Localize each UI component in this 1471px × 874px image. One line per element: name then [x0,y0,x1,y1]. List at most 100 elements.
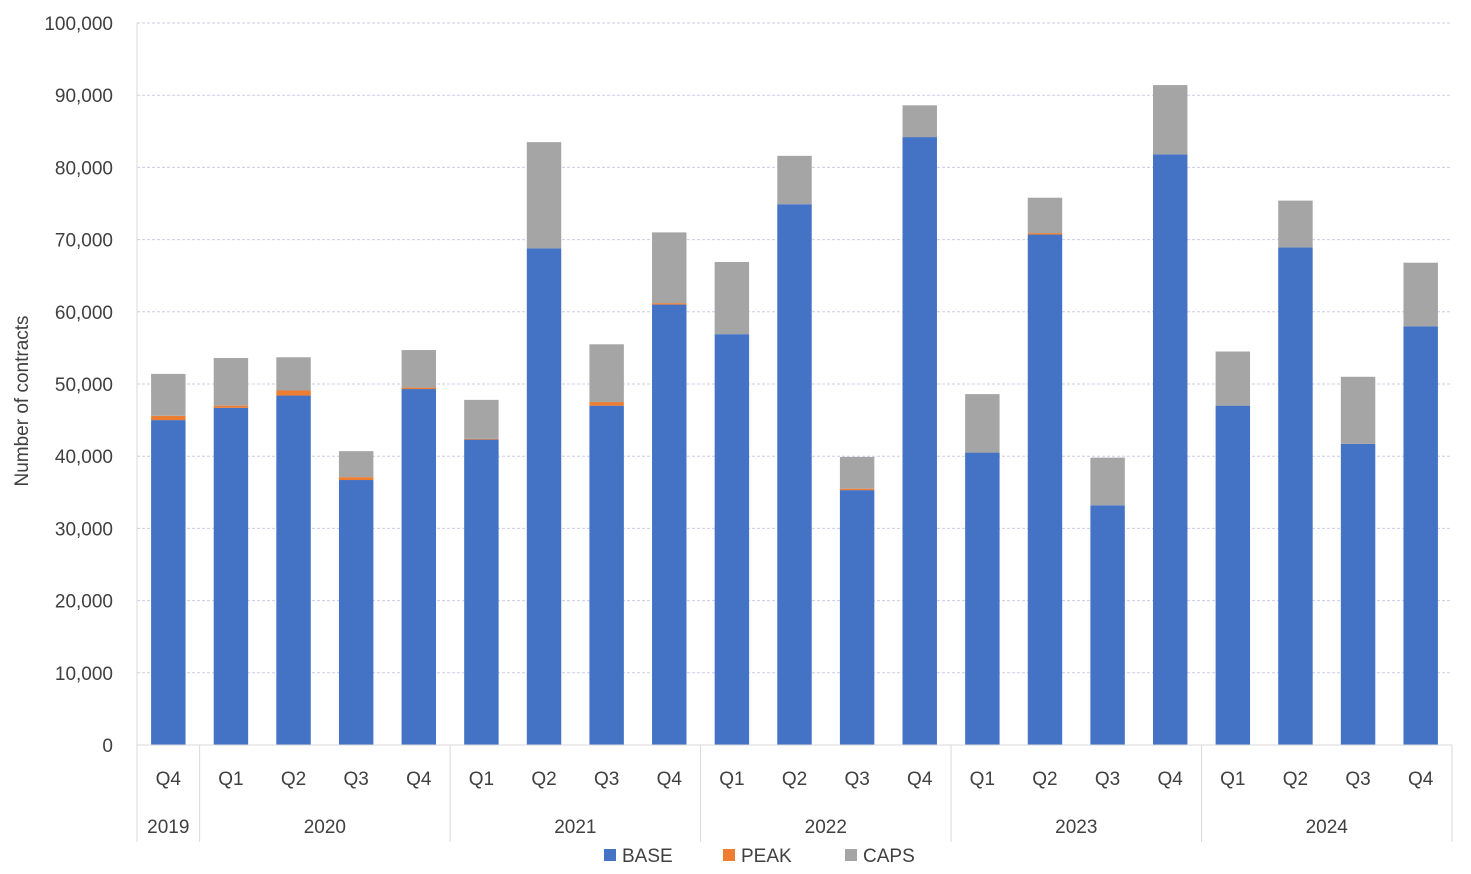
x-category-label: Q4 [1408,769,1434,790]
bar-base-segment [1215,405,1251,745]
legend-item-base: BASE [604,846,673,867]
bar-caps-segment [213,358,249,406]
bar-caps-segment [777,155,812,205]
bar-base-segment [589,405,624,745]
bar-peak-segment [338,477,374,481]
bar-base-segment [714,334,750,745]
y-axis-label: Number of contracts [12,315,33,486]
y-tick-label: 70,000 [55,231,113,252]
bar-caps-segment [464,399,499,439]
y-tick-label: 80,000 [55,158,113,179]
y-tick-label: 0 [102,736,113,757]
bar-base-segment [1152,154,1188,745]
bar-base-segment [652,304,687,745]
legend-swatch [604,849,616,861]
bar-base-segment [526,248,562,745]
bar-base-segment [902,137,937,745]
x-axis: Q4 Q1 Q2 Q3 Q4 Q1 Q2 Q3 Q4 Q1 Q2 Q3 Q4 Q1 Q2 Q3 Q4 Q1 Q2 Q3… [136,744,1453,842]
bar-caps-segment [151,373,186,416]
bar-caps-segment [652,232,687,304]
x-category-label: Q4 [156,769,182,790]
y-tick-label: 20,000 [55,592,113,613]
bar-caps-segment [1340,376,1376,444]
legend-swatch [845,849,857,861]
x-category-label: Q1 [218,769,243,790]
bar-base-segment [1278,247,1313,746]
y-tick-label: 50,000 [55,375,113,396]
x-category-label: Q2 [531,769,556,790]
bar-base-segment [464,439,499,745]
x-group-label: 2024 [1306,817,1349,838]
bar-caps-segment [1027,197,1063,234]
bar-base-segment [276,395,311,745]
bar-peak-segment [464,438,499,440]
bar-caps-segment [714,261,750,335]
bar-peak-segment [839,488,875,491]
x-category-label: Q4 [657,769,683,790]
bar-caps-segment [1152,85,1188,155]
bars [151,85,1438,746]
x-category-label: Q3 [343,769,368,790]
x-category-label: Q3 [1345,769,1370,790]
bar-base-segment [839,490,875,745]
y-tick-label: 10,000 [55,664,113,685]
y-tick-label: 100,000 [44,14,113,35]
legend-item-caps: CAPS [845,846,915,867]
bar-caps-segment [401,350,437,388]
legend: BASE PEAK CAPS [604,846,915,867]
bar-peak-segment [652,303,687,305]
bar-caps-segment [839,456,875,489]
x-category-label: Q2 [782,769,807,790]
legend-label: PEAK [741,846,792,867]
x-category-label: Q1 [970,769,995,790]
bar-base-segment [1090,505,1125,745]
x-category-label: Q3 [594,769,619,790]
bar-base-segment [1027,234,1063,746]
bar-base-segment [965,452,1000,745]
bar-peak-segment [151,415,186,421]
bar-peak-segment [589,402,624,406]
x-category-label: Q1 [1220,769,1245,790]
bar-caps-segment [526,142,562,249]
y-tick-label: 30,000 [55,519,113,540]
x-group-label: 2019 [147,817,189,838]
bar-peak-segment [1027,233,1063,235]
x-category-label: Q4 [1158,769,1184,790]
y-tick-label: 40,000 [55,447,113,468]
bar-peak-segment [213,405,249,408]
bar-base-segment [151,420,186,745]
x-category-label: Q1 [719,769,744,790]
legend-label: BASE [622,846,673,867]
bar-base-segment [401,389,437,745]
bar-peak-segment [276,390,311,396]
x-group-label: 2022 [805,817,847,838]
x-category-label: Q4 [406,769,432,790]
legend-item-peak: PEAK [723,846,792,867]
x-category-label: Q3 [844,769,869,790]
x-category-label: Q2 [281,769,306,790]
bar-caps-segment [965,394,1000,453]
bar-base-segment [1403,326,1438,745]
bar-base-segment [213,407,249,745]
bar-caps-segment [1278,200,1313,248]
x-group-label: 2020 [304,817,346,838]
x-group-label: 2021 [554,817,596,838]
bar-base-segment [777,204,812,746]
x-category-label: Q2 [1283,769,1308,790]
x-category-label: Q4 [907,769,933,790]
y-axis-ticks: 0 10,000 20,000 30,000 40,000 50,000 60,000 70,… [44,14,113,757]
legend-label: CAPS [863,846,915,867]
x-category-label: Q1 [469,769,494,790]
bar-caps-segment [1090,457,1125,506]
bar-caps-segment [338,451,374,478]
bar-base-segment [1340,443,1376,745]
bar-caps-segment [276,357,311,391]
x-category-label: Q2 [1032,769,1057,790]
bar-base-segment [338,480,374,745]
bar-caps-segment [902,105,937,138]
bar-peak-segment [401,387,437,390]
bar-caps-segment [1403,262,1438,327]
y-tick-label: 90,000 [55,86,113,107]
legend-swatch [723,849,735,861]
